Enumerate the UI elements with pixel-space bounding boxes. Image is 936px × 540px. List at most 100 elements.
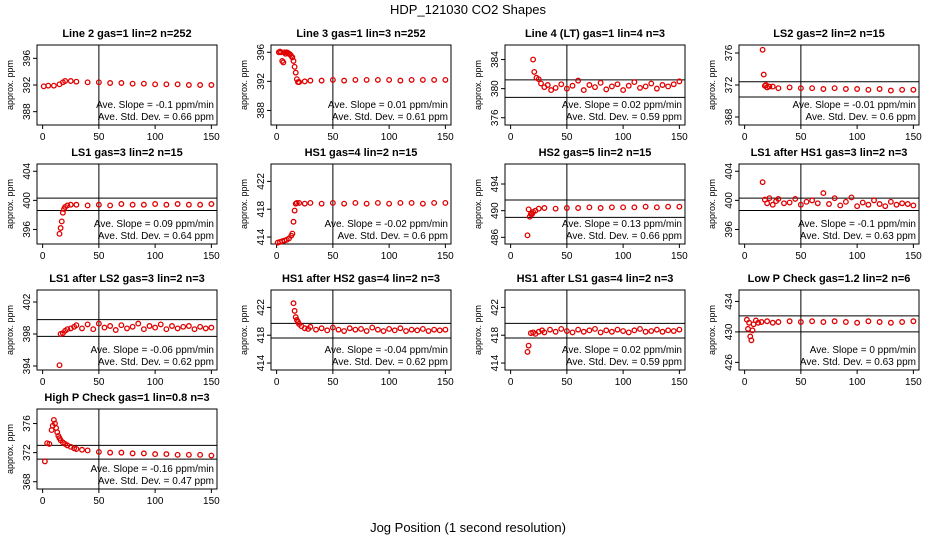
y-tick-label: 494 xyxy=(490,175,501,192)
data-point xyxy=(530,56,537,63)
data-point xyxy=(904,201,911,207)
data-point xyxy=(608,83,615,90)
data-point xyxy=(887,198,894,205)
data-point xyxy=(865,86,872,93)
data-point xyxy=(118,449,125,456)
stat-std-dev: Ave. Std. Dev. = 0.66 ppm xyxy=(566,231,682,242)
x-tick-label: 0 xyxy=(40,377,46,388)
data-point xyxy=(318,77,325,84)
x-tick-label: 100 xyxy=(147,251,164,262)
data-point xyxy=(140,450,147,457)
data-point xyxy=(809,197,816,204)
stat-slope: Ave. Slope = -0.1 ppm/min xyxy=(798,219,916,230)
y-tick-label: 398 xyxy=(22,325,33,342)
data-point xyxy=(419,76,426,83)
data-point xyxy=(291,63,298,70)
data-point xyxy=(84,202,91,209)
data-point xyxy=(290,58,297,64)
data-point xyxy=(842,86,849,92)
stat-slope: Ave. Slope = 0.01 ppm/min xyxy=(328,100,448,111)
data-point xyxy=(910,86,917,93)
data-point xyxy=(197,451,204,458)
data-point xyxy=(124,325,130,332)
x-tick-label: 50 xyxy=(327,132,339,143)
data-point xyxy=(73,201,80,208)
data-point xyxy=(169,323,175,329)
data-point xyxy=(665,83,672,90)
stat-std-dev: Ave. Std. Dev. = 0.6 ppm xyxy=(337,231,448,242)
data-point xyxy=(112,327,119,333)
data-point xyxy=(152,451,159,458)
x-tick-label: 0 xyxy=(508,251,514,262)
data-point xyxy=(352,76,359,83)
x-tick-label: 150 xyxy=(671,132,688,143)
x-tick-label: 50 xyxy=(327,377,339,388)
data-point xyxy=(129,201,136,208)
y-tick-label: 434 xyxy=(724,293,735,310)
data-point xyxy=(57,225,64,231)
y-axis-label: approx. ppm xyxy=(5,179,15,229)
data-point xyxy=(775,85,782,92)
data-point xyxy=(56,230,63,237)
data-point xyxy=(140,80,147,87)
data-point xyxy=(140,201,147,208)
x-tick-label: 50 xyxy=(561,377,573,388)
data-point xyxy=(809,318,816,325)
chart-panel: LS1 gas=3 lin=2 n=15 0 50 100 150 396 400 404 ap… xyxy=(5,147,220,262)
data-point xyxy=(648,328,655,334)
y-axis-label: approx. ppm xyxy=(473,179,483,229)
data-point xyxy=(107,202,114,209)
stat-std-dev: Ave. Std. Dev. = 0.61 ppm xyxy=(332,112,448,123)
data-point xyxy=(369,324,376,331)
data-point xyxy=(180,323,187,330)
x-tick-label: 150 xyxy=(203,132,220,143)
stat-slope: Ave. Slope = 0 ppm/min xyxy=(810,345,916,356)
data-point xyxy=(525,342,532,349)
data-point xyxy=(431,76,438,83)
data-point xyxy=(386,326,393,332)
x-tick-label: 150 xyxy=(203,496,220,507)
data-point xyxy=(341,200,348,207)
x-tick-label: 150 xyxy=(203,251,220,262)
data-point xyxy=(307,77,314,84)
data-point xyxy=(386,200,393,207)
data-point xyxy=(597,205,604,211)
data-point xyxy=(408,76,415,83)
data-point xyxy=(748,337,755,344)
data-point xyxy=(431,326,438,333)
x-tick-label: 150 xyxy=(905,251,922,262)
y-axis-label: approx. ppm xyxy=(473,305,483,355)
stat-std-dev: Ave. Std. Dev. = 0.63 ppm xyxy=(800,231,916,242)
data-point xyxy=(848,194,855,201)
stat-slope: Ave. Slope = -0.06 ppm/min xyxy=(91,345,215,356)
data-point xyxy=(552,84,559,91)
data-point xyxy=(625,329,632,336)
data-point xyxy=(64,326,71,333)
y-tick-label: 418 xyxy=(256,200,267,217)
data-point xyxy=(329,200,336,206)
data-point xyxy=(854,203,861,210)
data-point xyxy=(766,83,773,90)
data-point xyxy=(569,82,576,89)
data-point xyxy=(531,68,538,75)
data-point xyxy=(408,200,415,206)
data-point xyxy=(107,323,114,329)
data-point xyxy=(95,448,102,455)
data-point xyxy=(45,82,52,89)
data-point xyxy=(46,440,53,447)
data-point xyxy=(569,329,576,336)
plot-frame xyxy=(270,163,452,245)
panel-title: HS2 gas=5 lin=2 n=15 xyxy=(539,147,652,159)
data-point xyxy=(842,319,849,325)
x-tick-label: 0 xyxy=(274,132,280,143)
data-point xyxy=(547,326,553,333)
data-point xyxy=(842,198,849,205)
data-point xyxy=(363,200,370,207)
data-point xyxy=(592,326,598,332)
panel-title: LS2 gas=2 lin=2 n=15 xyxy=(773,28,885,40)
data-point xyxy=(552,205,559,212)
data-point xyxy=(107,449,114,456)
data-point xyxy=(797,85,804,92)
stat-slope: Ave. Slope = -0.02 ppm/min xyxy=(325,219,449,230)
y-tick-label: 380 xyxy=(490,80,501,97)
